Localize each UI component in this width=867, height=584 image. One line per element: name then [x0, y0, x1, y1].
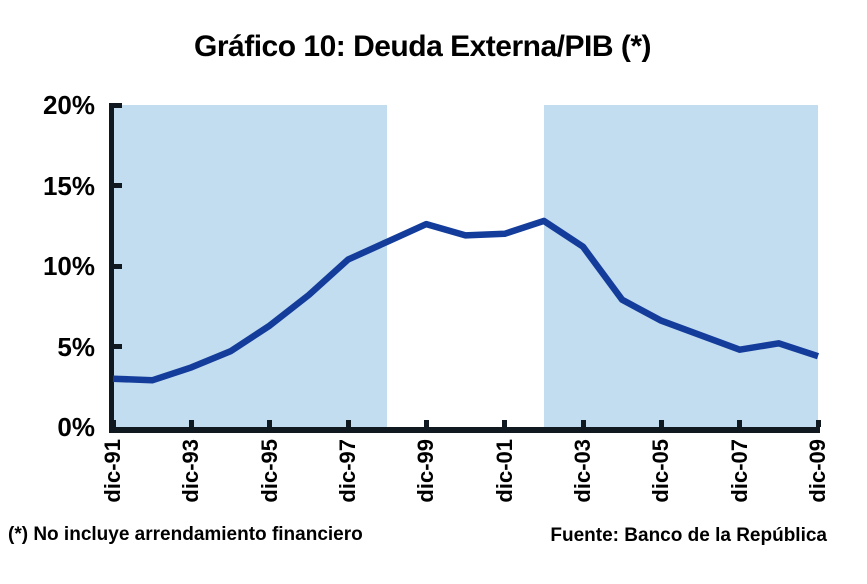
- y-axis: [109, 103, 114, 433]
- y-axis-label: 20%: [42, 90, 95, 120]
- x-axis-tick: [345, 420, 351, 427]
- x-axis-tick: [737, 420, 743, 427]
- footnote: (*) No incluye arrendamiento financiero: [8, 524, 363, 545]
- x-axis-tick: [267, 420, 273, 427]
- y-axis-tick: [114, 263, 122, 269]
- y-axis-tick: [114, 183, 122, 188]
- y-axis-tick: [114, 344, 122, 349]
- x-axis-tick: [188, 420, 194, 427]
- chart-title: Gráfico 10: Deuda Externa/PIB (*): [194, 30, 651, 63]
- x-axis-tick: [580, 420, 586, 427]
- y-axis-label: 5%: [57, 331, 95, 362]
- y-axis-label: 0%: [57, 412, 95, 442]
- shaded-period-band: [543, 105, 818, 427]
- y-axis-label: 10%: [42, 251, 95, 281]
- x-axis-tick: [658, 420, 664, 427]
- x-axis-tick: [502, 420, 508, 427]
- debt-gdp-data-line: [112, 217, 820, 384]
- y-axis-label: 15%: [42, 170, 95, 201]
- x-axis-tick: [815, 420, 821, 427]
- x-axis: [109, 427, 820, 433]
- x-axis-tick: [423, 420, 429, 427]
- y-axis-tick: [114, 102, 122, 108]
- source-credit: Fuente: Banco de la República: [550, 525, 827, 546]
- x-axis-tick: [110, 420, 116, 427]
